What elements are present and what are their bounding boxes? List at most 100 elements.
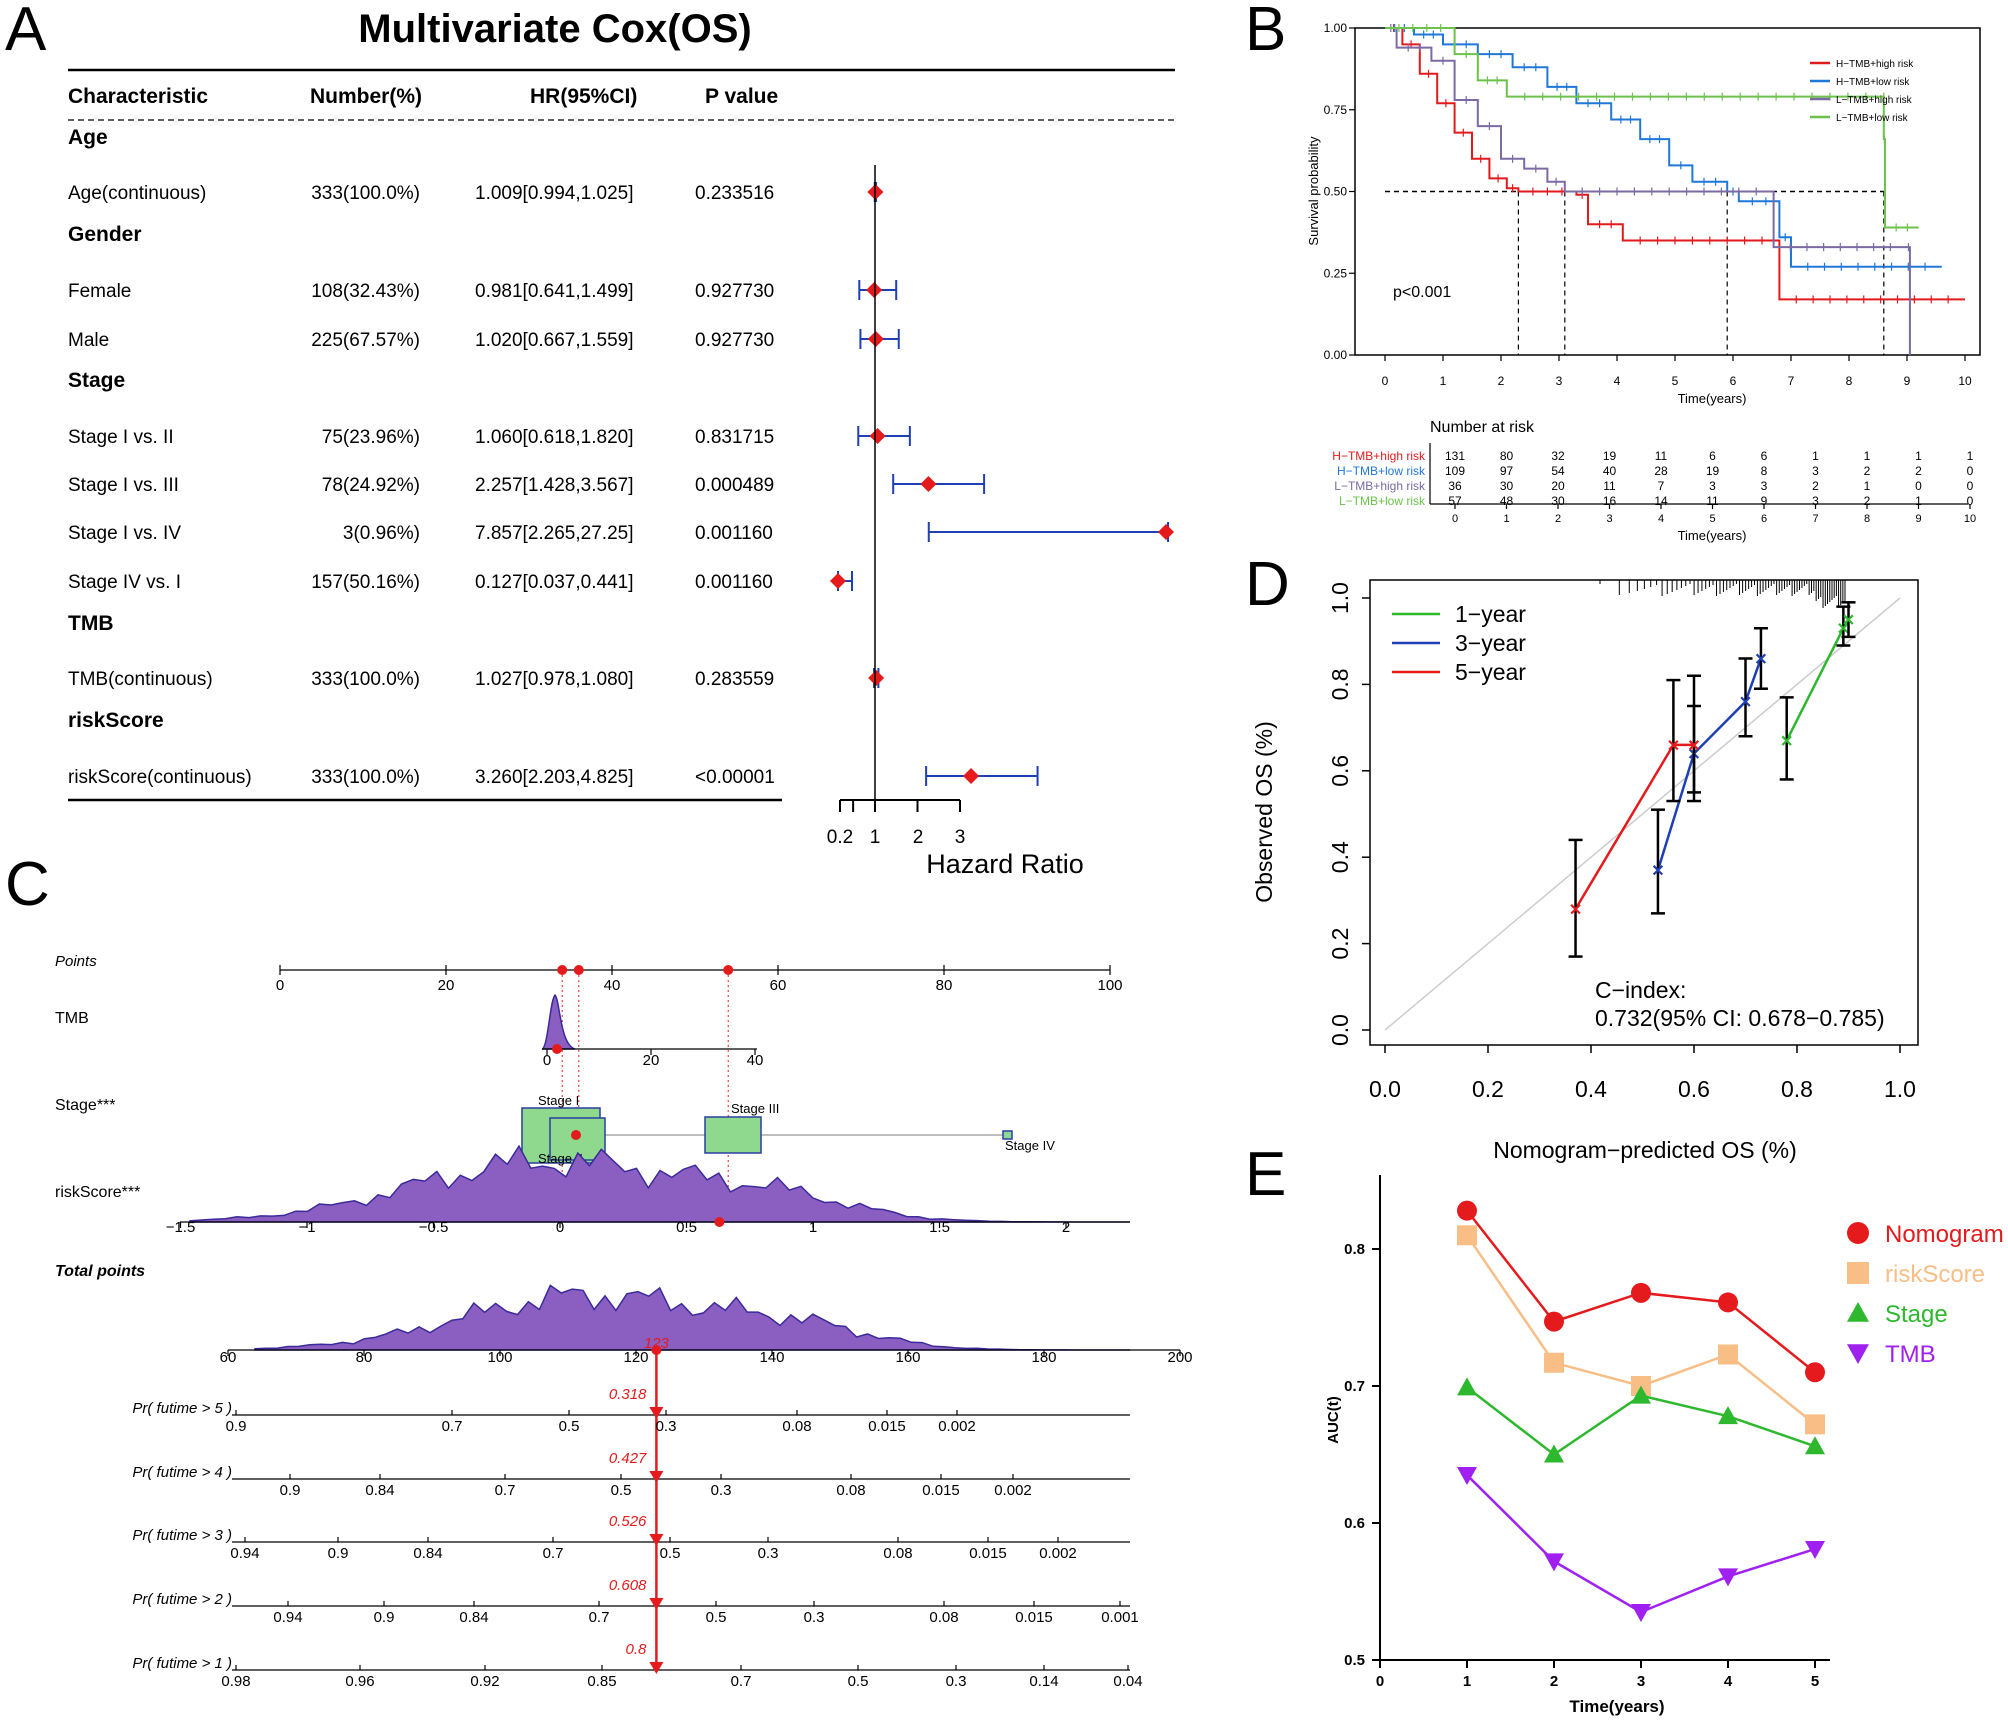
forest-row-number: 333(100.0%) (311, 183, 420, 204)
risk-table-count: 28 (1654, 464, 1668, 478)
km-x-tick-label: 1 (1440, 374, 1447, 388)
risk-table-count: 3 (1812, 494, 1819, 508)
stage-level-label: Stage II (538, 1151, 583, 1166)
calibration-plot: 0.0 0.0 0.2 0.2 0.4 0.4 0.6 0.6 0.8 0.8 1.0 1.0 Nomo… (1251, 579, 1919, 1163)
calibration-point: ✕ (1739, 695, 1752, 712)
risk-table-count: 109 (1445, 464, 1465, 478)
forest-hr-point (920, 476, 937, 492)
forest-hr-point (869, 428, 886, 444)
prob-tick-label: 0.5 (660, 1545, 681, 1562)
prob-tick-label: 0.08 (836, 1482, 865, 1499)
km-x-tick-label: 10 (1958, 374, 1972, 388)
forest-row-name: Stage I vs. IV (68, 523, 181, 544)
total-tick-label: 140 (759, 1349, 784, 1366)
prob-tick-label: 0.7 (442, 1418, 463, 1435)
calibration-x-tick-label: 0.8 (1781, 1076, 1813, 1102)
risk-table-count: 0 (1967, 494, 1974, 508)
km-y-tick-label: 0.50 (1324, 185, 1348, 199)
riskscore-tick-label: 2 (1062, 1219, 1070, 1236)
prob-marker (649, 1407, 664, 1419)
risk-table-title: Number at risk (1430, 419, 1535, 436)
auc-point (1544, 1311, 1564, 1332)
forest-group-label: TMB (68, 612, 114, 635)
risk-table-count: 54 (1551, 464, 1565, 478)
forest-title: Multivariate Cox(OS) (358, 7, 751, 51)
km-y-label: Survival probability (1306, 136, 1321, 246)
stage-level-label: Stage III (731, 1101, 779, 1116)
auc-point (1718, 1568, 1738, 1587)
forest-x-tick-label: 0.2 (827, 827, 853, 848)
auc-y-label: AUC(t) (1325, 1396, 1342, 1443)
c-index-label: C−index: (1595, 977, 1686, 1003)
risk-table-x-tick-label: 2 (1555, 513, 1561, 525)
prob-tick-label: 0.9 (374, 1609, 395, 1626)
forest-group-label: Age (68, 126, 108, 149)
risk-table-count: 30 (1500, 479, 1514, 493)
prob-marker (649, 1471, 664, 1483)
risk-table-count: 1 (1864, 449, 1871, 463)
auc-point (1544, 1352, 1564, 1373)
km-x-tick-label: 5 (1672, 374, 1679, 388)
prob-tick-label: 0.002 (994, 1482, 1032, 1499)
panel-label-e: E (1245, 1140, 1286, 1209)
risk-table-x-tick-label: 9 (1915, 513, 1921, 525)
km-x-tick-label: 3 (1556, 374, 1563, 388)
forest-row-number: 333(100.0%) (311, 767, 420, 788)
risk-table-row-label: H−TMB+high risk (1332, 449, 1426, 463)
forest-hr-point (866, 282, 883, 298)
risk-table-count: 3 (1812, 464, 1819, 478)
prob-tick-label: 0.04 (1113, 1673, 1142, 1690)
riskscore-tick-label: −1 (298, 1219, 315, 1236)
km-x-label: Time(years) (1678, 391, 1747, 406)
risk-table-row-label: L−TMB+high risk (1334, 479, 1426, 493)
auc-line-3 (1466, 1474, 1816, 1614)
prob-tick-label: 0.94 (273, 1609, 302, 1626)
risk-table-count: 131 (1445, 449, 1465, 463)
tmb-tick-label: 40 (747, 1052, 764, 1069)
forest-row-number: 108(32.43%) (311, 281, 420, 302)
prob-value-label: 0.318 (609, 1386, 647, 1403)
risk-table-count: 2 (1864, 494, 1871, 508)
forest-hr-point (963, 768, 980, 784)
auc-x-tick-label: 5 (1811, 1673, 1819, 1690)
forest-row-number: 75(23.96%) (322, 427, 420, 448)
forest-row-number: 78(24.92%) (322, 475, 420, 496)
auc-point (1718, 1406, 1738, 1425)
auc-x-tick-label: 2 (1550, 1673, 1558, 1690)
risk-table-count: 40 (1603, 464, 1617, 478)
prob-tick-label: 0.015 (922, 1482, 960, 1499)
auc-plot: 0 1 2 3 4 5 0.5 0.6 0.7 0.8 Time(years) AUC(t) Nomog… (1325, 1175, 2004, 1716)
prob-tick-label: 0.7 (731, 1673, 752, 1690)
calibration-x-label: Nomogram−predicted OS (%) (1493, 1137, 1797, 1163)
nomogram-tmb-label: TMB (55, 1010, 89, 1027)
forest-row-number: 333(100.0%) (311, 669, 420, 690)
forest-row-name: Stage IV vs. I (68, 572, 181, 593)
auc-x-label: Time(years) (1569, 1697, 1664, 1716)
stage-box-iv (1002, 1130, 1013, 1140)
total-tick-label: 60 (220, 1349, 237, 1366)
forest-row-number: 3(0.96%) (343, 523, 420, 544)
forest-row-hr: 2.257[1.428,3.567] (475, 475, 633, 496)
total-tick-label: 80 (356, 1349, 373, 1366)
auc-point (1544, 1444, 1564, 1463)
calibration-point: ✕ (1754, 651, 1767, 668)
nomogram-riskscore-label: riskScore*** (55, 1184, 140, 1201)
auc-y-tick-label: 0.7 (1344, 1378, 1365, 1395)
risk-table-x-tick-label: 0 (1452, 513, 1458, 525)
risk-table-count: 48 (1500, 494, 1514, 508)
prob-tick-label: 0.08 (782, 1418, 811, 1435)
riskscore-tick-label: 0.5 (676, 1219, 697, 1236)
risk-table-x-tick-label: 6 (1761, 513, 1767, 525)
forest-x-label: Hazard Ratio (926, 849, 1084, 879)
calibration-x-tick-label: 0.2 (1472, 1076, 1504, 1102)
points-tick-label: 20 (438, 977, 455, 994)
prob-tick-label: 0.84 (413, 1545, 442, 1562)
calibration-x-tick-label: 0.6 (1678, 1076, 1710, 1102)
risk-table-x-tick-label: 4 (1658, 513, 1664, 525)
km-y-tick-label: 0.25 (1324, 266, 1348, 280)
tmb-marker (552, 1044, 562, 1054)
risk-table-count: 11 (1603, 479, 1616, 493)
forest-x-tick-label: 2 (913, 827, 924, 848)
km-legend-label: H−TMB+low risk (1836, 77, 1910, 88)
km-y-tick-label: 0.00 (1324, 348, 1348, 362)
